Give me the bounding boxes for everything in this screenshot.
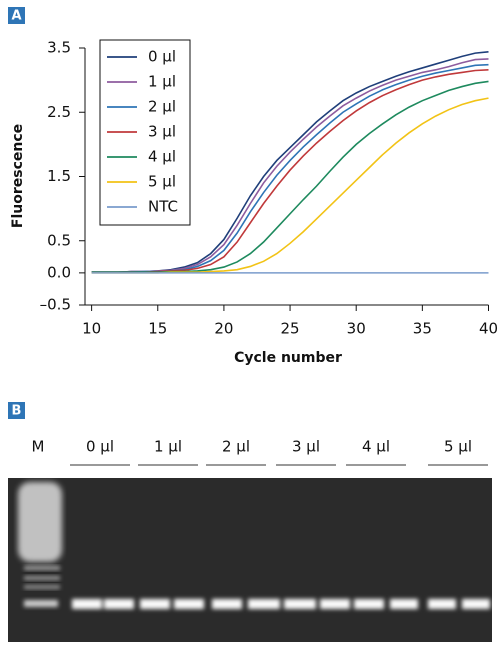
y-tick-label: –0.5 <box>40 296 71 314</box>
band <box>174 599 204 609</box>
band <box>72 599 102 609</box>
legend-label: 1 µl <box>148 73 176 91</box>
lane-label: 0 µl <box>86 438 114 456</box>
legend-label: 5 µl <box>148 173 176 191</box>
y-axis-label: Fluorescence <box>10 124 26 228</box>
y-tick-label: 3.5 <box>47 39 71 57</box>
ladder-smear <box>18 482 62 562</box>
panel-label-box <box>8 402 25 419</box>
x-tick-label: 40 <box>479 320 498 338</box>
lane-label: 4 µl <box>362 438 390 456</box>
panel-label-box <box>8 7 25 24</box>
legend-label: 0 µl <box>148 48 176 66</box>
band <box>140 599 170 609</box>
lane-label: 1 µl <box>154 438 182 456</box>
gel-ladder <box>18 482 62 607</box>
band <box>462 599 490 609</box>
x-tick-label: 20 <box>214 320 233 338</box>
band <box>284 599 316 609</box>
legend-label: 4 µl <box>148 148 176 166</box>
legend-label: 2 µl <box>148 98 176 116</box>
gel-bands <box>72 599 490 609</box>
band <box>248 599 280 609</box>
lane-label: M <box>32 438 45 456</box>
lane-label: 2 µl <box>222 438 250 456</box>
x-tick-label: 25 <box>281 320 300 338</box>
ladder-band <box>24 576 60 580</box>
lane-label: 5 µl <box>444 438 472 456</box>
x-tick-label: 15 <box>148 320 167 338</box>
x-tick-label: 35 <box>413 320 432 338</box>
lane-labels: M 0 µl 1 µl 2 µl 3 µl 4 µl 5 µl <box>32 438 488 466</box>
y-tick-label: 1.5 <box>47 167 71 185</box>
x-tick-label: 30 <box>347 320 366 338</box>
x-tick-label: 10 <box>82 320 101 338</box>
y-tick-label: 0.0 <box>47 263 71 281</box>
legend-label: NTC <box>148 198 178 216</box>
panel-label: A <box>11 9 21 24</box>
ladder-band <box>24 585 60 589</box>
ladder-band <box>24 600 58 607</box>
band <box>320 599 350 609</box>
x-axis-label: Cycle number <box>234 350 342 366</box>
plot: –0.5 0.0 0.5 1.5 2.5 3.5 10 15 20 25 30 35 40 0 µl 1 µ… <box>40 39 498 338</box>
gel-image <box>8 478 492 642</box>
y-tick-label: 0.5 <box>47 231 71 249</box>
ladder-band <box>24 566 60 570</box>
band <box>428 599 456 609</box>
legend-label: 3 µl <box>148 123 176 141</box>
lane-label: 3 µl <box>292 438 320 456</box>
band <box>390 599 418 609</box>
y-tick-label: 2.5 <box>47 103 71 121</box>
panel-label: B <box>12 404 22 419</box>
band <box>104 599 134 609</box>
band <box>212 599 242 609</box>
band <box>354 599 384 609</box>
